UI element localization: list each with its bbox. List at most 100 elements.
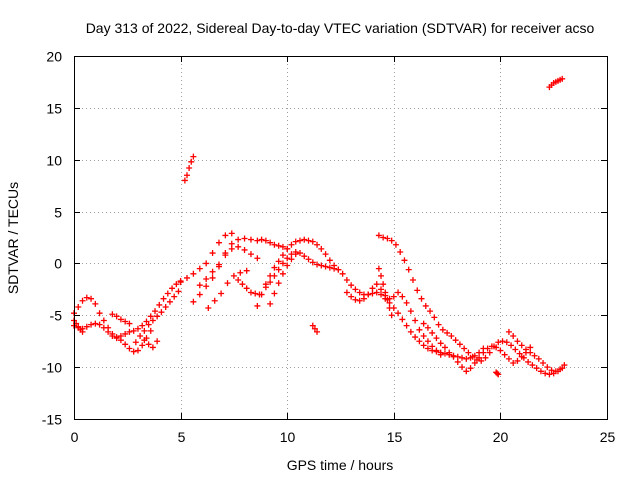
data-point: [505, 328, 512, 335]
data-point: [117, 316, 124, 323]
data-point: [416, 338, 423, 345]
series-track-g: [181, 153, 197, 184]
data-point: [158, 309, 165, 316]
data-point: [508, 342, 515, 349]
data-point: [514, 357, 521, 364]
data-point: [75, 303, 82, 310]
data-point: [309, 259, 316, 266]
data-point: [360, 295, 367, 302]
data-point: [459, 354, 466, 361]
data-point: [271, 290, 278, 297]
data-point: [401, 257, 408, 264]
data-point: [463, 368, 470, 375]
data-point: [181, 177, 188, 184]
data-point: [441, 350, 448, 357]
data-point: [542, 370, 549, 377]
series-track-s: [343, 281, 444, 358]
data-point: [497, 347, 504, 354]
data-point: [96, 321, 103, 328]
data-point: [395, 310, 402, 317]
data-point: [279, 270, 286, 277]
data-point: [271, 241, 278, 248]
data-point: [420, 333, 427, 340]
data-point: [369, 285, 376, 292]
data-point: [388, 237, 395, 244]
data-point: [279, 260, 286, 267]
data-point: [314, 261, 321, 268]
data-point: [314, 241, 321, 248]
data-point: [209, 250, 216, 257]
data-point: [373, 289, 380, 296]
data-point: [203, 283, 210, 290]
data-point: [292, 251, 299, 258]
data-point: [275, 258, 282, 265]
data-point: [211, 297, 218, 304]
x-axis: 0 5 10 15 20 25: [71, 56, 615, 445]
data-point: [190, 153, 197, 160]
data-point: [183, 274, 190, 281]
data-point: [241, 235, 248, 242]
data-point: [403, 322, 410, 329]
data-point: [382, 289, 389, 296]
data-point: [456, 341, 463, 348]
y-tick-label: 0: [54, 256, 62, 272]
data-point: [149, 344, 156, 351]
series-track-m: [254, 236, 346, 309]
data-point: [160, 295, 167, 302]
data-point: [352, 286, 359, 293]
data-point: [461, 345, 468, 352]
data-point: [424, 345, 431, 352]
data-point: [196, 291, 203, 298]
data-point: [267, 300, 274, 307]
data-point: [471, 359, 478, 366]
data-point: [375, 232, 382, 239]
data-point: [205, 305, 212, 312]
data-point: [518, 342, 525, 349]
data-point: [435, 321, 442, 328]
data-point: [311, 325, 318, 332]
data-point: [224, 280, 231, 287]
data-point: [267, 239, 274, 246]
data-point: [467, 365, 474, 372]
data-point: [141, 327, 148, 334]
data-point: [130, 348, 137, 355]
data-point: [162, 303, 169, 310]
data-point: [433, 347, 440, 354]
data-point: [262, 284, 269, 291]
data-point: [126, 345, 133, 352]
data-point: [318, 245, 325, 252]
data-point: [247, 251, 254, 258]
data-point: [271, 264, 278, 271]
data-point: [88, 295, 95, 302]
data-point: [145, 341, 152, 348]
data-point: [373, 281, 380, 288]
data-point: [427, 308, 434, 315]
data-point: [499, 338, 506, 345]
data-point: [459, 364, 466, 371]
data-point: [448, 333, 455, 340]
data-point: [175, 288, 182, 295]
data-point: [235, 243, 242, 250]
data-point: [407, 328, 414, 335]
data-point: [113, 335, 120, 342]
data-point: [343, 277, 350, 284]
data-point: [275, 280, 282, 287]
data-point: [348, 282, 355, 289]
y-tick-label: 15: [46, 101, 62, 117]
data-point: [546, 371, 553, 378]
data-point: [378, 291, 385, 298]
data-point: [137, 333, 144, 340]
data-point: [296, 237, 303, 244]
data-point: [465, 349, 472, 356]
data-point: [156, 301, 163, 308]
data-point: [262, 237, 269, 244]
data-points: [71, 75, 568, 378]
x-tick-label: 5: [178, 429, 186, 445]
data-point: [130, 327, 137, 334]
data-point: [557, 366, 564, 373]
data-point: [516, 350, 523, 357]
data-point: [254, 302, 261, 309]
data-point: [239, 281, 246, 288]
data-point: [284, 255, 291, 262]
